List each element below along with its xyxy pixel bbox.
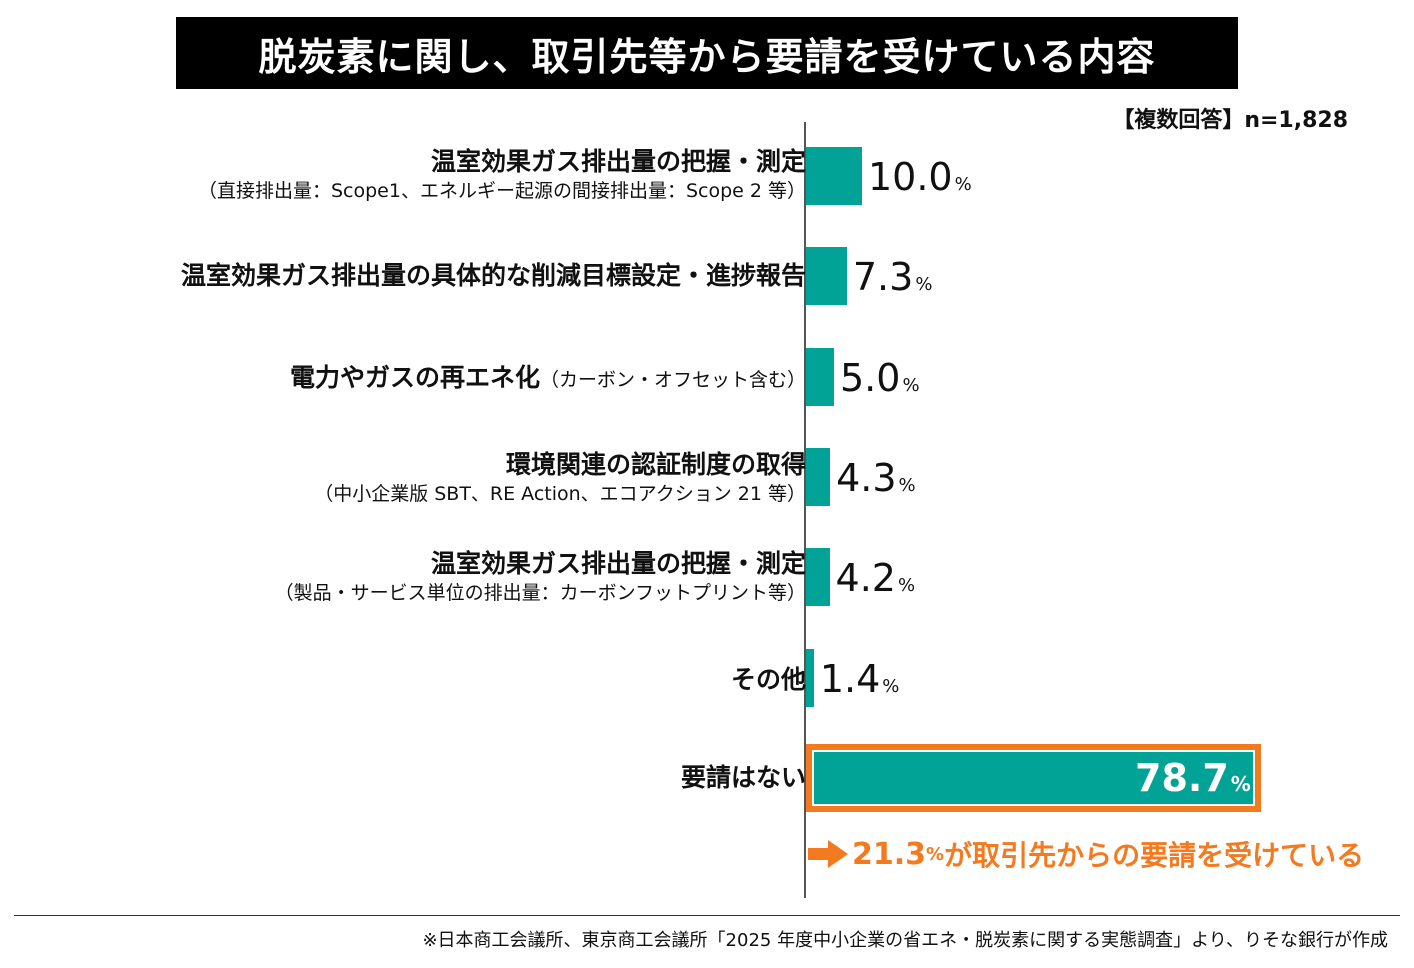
category-label-0: 温室効果ガス排出量の把握・測定 （直接排出量：Scope1、エネルギー起源の間接… xyxy=(198,146,806,204)
category-label-main: 温室効果ガス排出量の把握・測定 xyxy=(430,147,806,176)
callout-value: 21.3 xyxy=(852,836,927,872)
category-label-sub: （直接排出量：Scope1、エネルギー起源の間接排出量：Scope 2 等） xyxy=(197,180,806,202)
category-label-main: 環境関連の認証制度の取得 xyxy=(505,450,806,479)
category-label-paren: （カーボン・オフセット含む） xyxy=(539,369,806,391)
source-footnote: ※日本商工会議所、東京商工会議所「2025 年度中小企業の省エネ・脱炭素に関する… xyxy=(422,930,1388,951)
data-label-6: 78.7% xyxy=(1135,759,1251,797)
category-label-main: その他 xyxy=(730,665,806,694)
data-label-0: 10.0% xyxy=(868,158,972,196)
data-label-percent: % xyxy=(1230,772,1251,796)
data-label-number: 7.3 xyxy=(852,255,914,299)
data-label-1: 7.3% xyxy=(853,258,933,296)
bar-1 xyxy=(806,247,847,305)
bar-5 xyxy=(806,649,814,707)
bar-4 xyxy=(806,548,830,606)
callout-text: が取引先からの要請を受けている xyxy=(944,839,1365,872)
callout-note: 21.3% が取引先からの要請を受けている xyxy=(808,834,1364,874)
category-label-6: 要請はない xyxy=(681,762,806,794)
data-label-percent: % xyxy=(898,475,916,496)
category-label-sub: （中小企業版 SBT、RE Action、エコアクション 21 等） xyxy=(314,483,806,505)
highlight-frame xyxy=(806,744,1261,812)
chart-title: 脱炭素に関し、取引先等から要請を受けている内容 xyxy=(258,34,1156,79)
data-label-number: 1.4 xyxy=(819,657,881,701)
category-axis-line xyxy=(804,122,806,898)
category-label-text: 電力やガスの再エネ化 xyxy=(289,363,540,392)
category-label-main: 温室効果ガス排出量の具体的な削減目標設定・進捗報告 xyxy=(180,261,806,290)
bar-6 xyxy=(814,752,1253,804)
category-label-main: 要請はない xyxy=(680,763,806,792)
arrow-right-icon xyxy=(808,840,848,868)
data-label-percent: % xyxy=(902,375,920,396)
category-label-5: その他 xyxy=(731,664,806,696)
category-label-1: 温室効果ガス排出量の具体的な削減目標設定・進捗報告 xyxy=(181,260,806,292)
data-label-3: 4.3% xyxy=(836,459,916,497)
category-label-main: 温室効果ガス排出量の把握・測定 xyxy=(430,549,806,578)
data-label-number: 4.3 xyxy=(836,456,897,500)
data-label-number: 5.0 xyxy=(840,356,901,400)
callout-percent: % xyxy=(926,843,945,865)
data-label-number: 4.2 xyxy=(835,556,896,600)
bar-0 xyxy=(806,147,862,205)
data-label-percent: % xyxy=(915,274,933,295)
sample-size-note: 【複数回答】n=1,828 xyxy=(1112,108,1348,133)
data-label-5: 1.4% xyxy=(820,660,900,698)
title-banner: 脱炭素に関し、取引先等から要請を受けている内容 xyxy=(176,17,1238,89)
bar-2 xyxy=(806,348,834,406)
bar-3 xyxy=(806,448,831,506)
data-label-number: 78.7 xyxy=(1135,756,1229,800)
category-label-3: 環境関連の認証制度の取得 （中小企業版 SBT、RE Action、エコアクショ… xyxy=(314,449,806,507)
data-label-number: 10.0 xyxy=(868,155,953,199)
data-label-percent: % xyxy=(954,174,972,195)
footer-divider xyxy=(14,915,1400,916)
category-label-4: 温室効果ガス排出量の把握・測定 （製品・サービス単位の排出量：カーボンフットプリ… xyxy=(275,548,806,606)
data-label-4: 4.2% xyxy=(836,559,916,597)
category-label-2: 電力やガスの再エネ化（カーボン・オフセット含む） xyxy=(290,362,806,396)
category-label-main: 電力やガスの再エネ化（カーボン・オフセット含む） xyxy=(290,362,806,396)
data-label-2: 5.0% xyxy=(840,359,920,397)
data-label-percent: % xyxy=(897,575,916,596)
data-label-percent: % xyxy=(882,676,900,697)
category-label-sub: （製品・サービス単位の排出量：カーボンフットプリント等） xyxy=(274,582,806,604)
